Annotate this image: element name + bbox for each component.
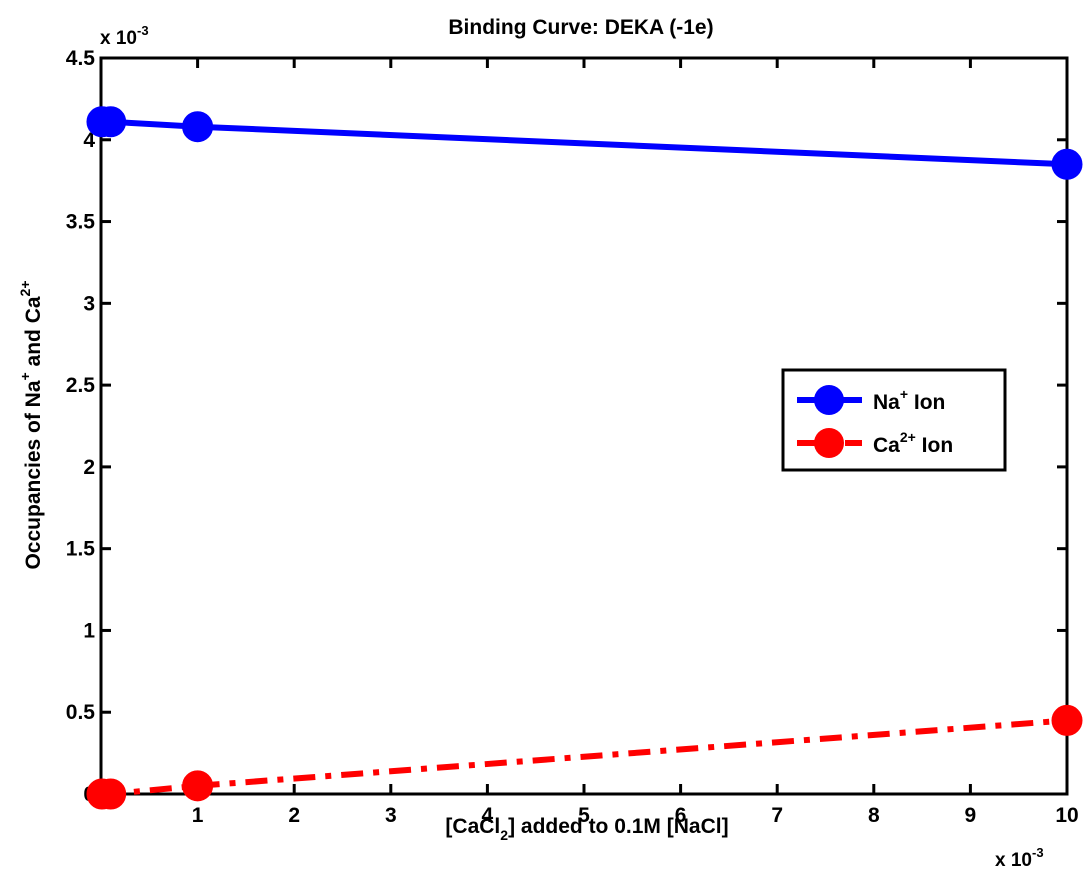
data-point-1 <box>95 778 127 810</box>
legend-entry-na: Na+ Ion <box>797 385 945 415</box>
x-tick-label: 8 <box>868 804 880 827</box>
x-tick-label: 1 <box>192 804 204 827</box>
y-tick-label: 4 <box>83 129 95 152</box>
legend-label-na: Na+ Ion <box>873 386 945 414</box>
x-tick-label: 7 <box>771 804 783 827</box>
series-layer <box>86 106 1083 810</box>
x-tick-label: 10 <box>1055 804 1078 827</box>
y-multiplier: x 10-3 <box>100 23 149 49</box>
legend-marker-ca <box>814 428 844 458</box>
y-tick-label: 3 <box>83 292 95 315</box>
y-tick-label: 2 <box>83 456 95 479</box>
x-tick-label: 9 <box>965 804 977 827</box>
y-tick-label: 0.5 <box>66 701 96 724</box>
x-tick-label: 2 <box>288 804 300 827</box>
legend-label-ca: Ca2+ Ion <box>873 429 953 457</box>
x-tick-label: 6 <box>675 804 687 827</box>
x-axis-label: [CaCl2] added to 0.1M [NaCl] <box>445 815 728 843</box>
y-axis-label: Occupancies of Na+ and Ca2+ <box>17 280 45 569</box>
y-axis-ticks: 00.511.522.533.544.5 <box>66 47 1067 806</box>
x-tick-label: 3 <box>385 804 397 827</box>
data-point-0 <box>95 106 127 138</box>
y-tick-label: 1.5 <box>66 538 96 561</box>
data-point-0 <box>182 111 214 143</box>
x-axis-ticks: 1 2 3 4 5 6 7 8 9 10 <box>192 58 1079 827</box>
x-tick-label: 5 <box>578 804 590 827</box>
data-point-1 <box>182 770 214 802</box>
x-multiplier: x 10-3 <box>995 845 1044 871</box>
legend: Na+ Ion Ca2+ Ion <box>781 368 1007 472</box>
y-tick-label: 3.5 <box>66 211 96 234</box>
data-point-0 <box>1051 148 1083 180</box>
y-tick-label: 4.5 <box>66 47 96 70</box>
legend-marker-na <box>814 385 844 415</box>
y-tick-label: 2.5 <box>66 374 96 397</box>
y-tick-label: 1 <box>83 619 95 642</box>
chart-title: Binding Curve: DEKA (-1e) <box>448 16 713 39</box>
legend-entry-ca: Ca2+ Ion <box>797 428 953 458</box>
x-tick-label: 4 <box>482 804 494 827</box>
data-point-1 <box>1051 704 1083 736</box>
